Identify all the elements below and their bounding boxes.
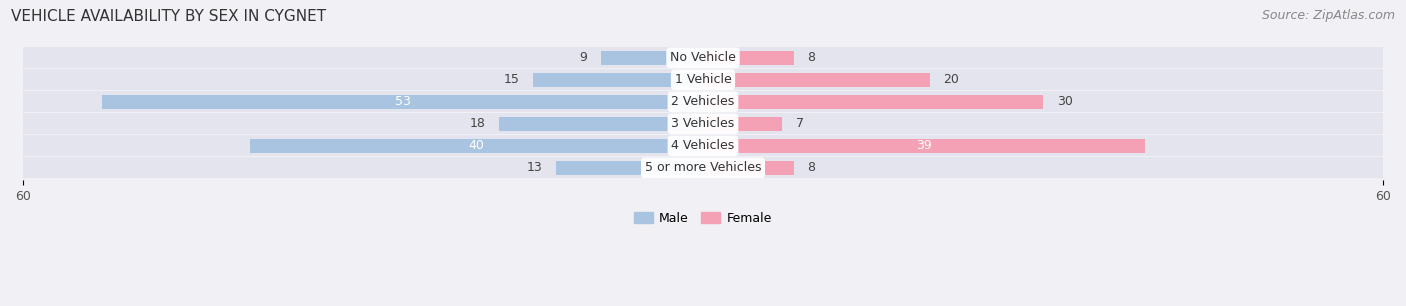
Text: 53: 53 (395, 95, 411, 108)
Text: 8: 8 (807, 161, 815, 174)
Text: 4 Vehicles: 4 Vehicles (672, 139, 734, 152)
Text: 15: 15 (503, 73, 519, 86)
Bar (22, 91, 1384, 112)
Text: 5 or more Vehicles: 5 or more Vehicles (645, 161, 761, 174)
Bar (703, 95, 1043, 109)
Text: 20: 20 (943, 73, 959, 86)
Bar (555, 161, 703, 175)
Text: No Vehicle: No Vehicle (671, 51, 735, 64)
Text: 7: 7 (796, 117, 804, 130)
Text: 3 Vehicles: 3 Vehicles (672, 117, 734, 130)
Text: 1 Vehicle: 1 Vehicle (675, 73, 731, 86)
Bar (600, 51, 703, 65)
Text: 9: 9 (579, 51, 588, 64)
Bar (703, 51, 793, 65)
Legend: Male, Female: Male, Female (630, 207, 776, 230)
Bar (22, 114, 1384, 134)
Text: VEHICLE AVAILABILITY BY SEX IN CYGNET: VEHICLE AVAILABILITY BY SEX IN CYGNET (11, 9, 326, 24)
Text: 2 Vehicles: 2 Vehicles (672, 95, 734, 108)
Bar (103, 95, 703, 109)
Text: 13: 13 (526, 161, 543, 174)
Text: Source: ZipAtlas.com: Source: ZipAtlas.com (1261, 9, 1395, 22)
Text: 30: 30 (1057, 95, 1073, 108)
Bar (703, 139, 1144, 153)
Text: 18: 18 (470, 117, 485, 130)
Bar (22, 47, 1384, 68)
Bar (533, 73, 703, 87)
Bar (499, 117, 703, 131)
Bar (703, 161, 793, 175)
Text: 40: 40 (468, 139, 484, 152)
Text: 8: 8 (807, 51, 815, 64)
Bar (250, 139, 703, 153)
Bar (703, 117, 782, 131)
Bar (22, 158, 1384, 178)
Bar (22, 136, 1384, 156)
Text: 39: 39 (917, 139, 932, 152)
Bar (703, 73, 929, 87)
Bar (22, 69, 1384, 90)
